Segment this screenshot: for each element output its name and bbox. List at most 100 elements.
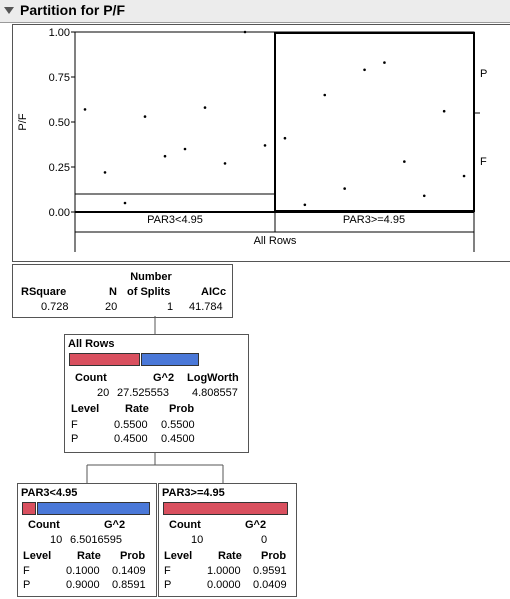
partition-plot: P/F 1.00 0.75 0.50 0.25 0.00 PAR3<4.95 P… (17, 27, 487, 252)
summary-header-number: Number (130, 271, 172, 283)
rate-header: Rate (77, 550, 101, 562)
rate-header: Rate (125, 403, 149, 415)
level-value: P (164, 579, 172, 591)
f-rate-bar (163, 502, 288, 515)
y-tick-label: 0.25 (49, 162, 70, 174)
right-label-p: P (480, 68, 487, 80)
data-point (163, 154, 167, 158)
summary-header-rsquare: RSquare (21, 286, 67, 298)
g2-header: G^2 (104, 519, 126, 531)
summary-header-aicc: AICc (201, 286, 227, 298)
partition-label-right: PAR3>=4.95 (343, 214, 405, 226)
count-value: 10 (191, 534, 204, 546)
level-value: F (71, 419, 78, 431)
data-point (363, 68, 366, 72)
node-all-rows[interactable]: All Rows Count G^2 LogWorth 20 27.525553… (64, 334, 249, 453)
logworth-header: LogWorth (187, 372, 239, 384)
prob-header: Prob (169, 403, 195, 415)
data-point (442, 109, 446, 113)
rate-value: 0.9000 (66, 579, 100, 591)
partition-plot-frame (12, 24, 510, 262)
level-value: P (71, 433, 79, 445)
data-point (283, 136, 287, 140)
count-value: 10 (50, 534, 63, 546)
g2-header: G^2 (245, 519, 267, 531)
summary-box: Number RSquare N of Splits AICc 0.728 20… (12, 264, 233, 318)
node-par3-ge[interactable]: PAR3>=4.95 Count G^2 10 0 Level Rate Pro… (158, 483, 297, 597)
f-rate-bar (22, 502, 36, 515)
p-rate-bar (37, 502, 150, 515)
summary-rsquare-value: 0.728 (41, 301, 69, 313)
level-value: F (164, 565, 171, 577)
data-point (422, 194, 426, 198)
y-tick-label: 1.00 (49, 27, 70, 39)
prob-value: 0.4500 (161, 433, 195, 445)
rate-value: 0.0000 (207, 579, 241, 591)
data-point (223, 162, 227, 165)
level-value: F (23, 565, 30, 577)
prob-value: 0.9591 (253, 565, 287, 577)
data-point (203, 106, 207, 109)
g2-value: 0 (261, 534, 268, 546)
summary-aicc-value: 41.784 (189, 301, 223, 313)
count-header: Count (169, 519, 201, 531)
summary-n-value: 20 (105, 301, 118, 313)
f-rate-bar (69, 353, 140, 366)
prob-value: 0.1409 (112, 565, 146, 577)
partition-label-left: PAR3<4.95 (147, 214, 203, 226)
data-point (183, 147, 187, 151)
node-par3-lt[interactable]: PAR3<4.95 Count G^2 10 6.5016595 Level R… (17, 483, 157, 597)
summary-splits-value: 1 (167, 301, 174, 313)
y-tick-label: 0.50 (49, 117, 70, 129)
data-point (343, 187, 346, 190)
data-point (403, 160, 406, 163)
rate-value: 1.0000 (207, 565, 241, 577)
data-point (243, 30, 247, 34)
rate-value: 0.1000 (66, 565, 100, 577)
g2-value: 6.5016595 (70, 534, 122, 546)
count-value: 20 (97, 387, 110, 399)
node-title: PAR3>=4.95 (162, 487, 225, 499)
prob-header: Prob (120, 550, 146, 562)
y-axis-label: P/F (17, 113, 29, 130)
scatter-points (83, 30, 466, 207)
data-point (462, 174, 466, 178)
prob-value: 0.5500 (161, 419, 195, 431)
disclosure-triangle-icon[interactable] (4, 7, 14, 14)
data-point (303, 203, 307, 207)
level-header: Level (23, 550, 52, 562)
p-rate-bar (141, 353, 199, 366)
node-title: PAR3<4.95 (21, 487, 78, 499)
data-point (263, 144, 267, 147)
y-tick-label: 0.00 (49, 207, 70, 219)
logworth-value: 4.808557 (192, 387, 238, 399)
rate-value: 0.5500 (114, 419, 148, 431)
level-header: Level (71, 403, 100, 415)
rate-header: Rate (218, 550, 242, 562)
data-point (103, 171, 107, 174)
partition-label-root: All Rows (254, 235, 297, 247)
data-point (323, 93, 327, 97)
g2-value: 27.525553 (117, 387, 169, 399)
level-value: P (23, 579, 31, 591)
prob-value: 0.8591 (112, 579, 146, 591)
data-point (383, 61, 386, 64)
g2-header: G^2 (153, 372, 175, 384)
data-point (123, 201, 127, 205)
prob-value: 0.0409 (253, 579, 287, 591)
node-title: All Rows (68, 338, 115, 350)
rate-value: 0.4500 (114, 433, 148, 445)
summary-header-n: N (109, 286, 117, 298)
count-header: Count (28, 519, 60, 531)
right-label-f: F (480, 156, 487, 168)
y-tick-label: 0.75 (49, 72, 70, 84)
summary-header-splits: of Splits (127, 286, 171, 298)
count-header: Count (75, 372, 107, 384)
data-point (83, 108, 87, 111)
window-title: Partition for P/F (20, 2, 125, 18)
data-point (143, 115, 147, 118)
level-header: Level (164, 550, 193, 562)
window-title-bar: Partition for P/F (0, 0, 510, 23)
prob-header: Prob (261, 550, 287, 562)
